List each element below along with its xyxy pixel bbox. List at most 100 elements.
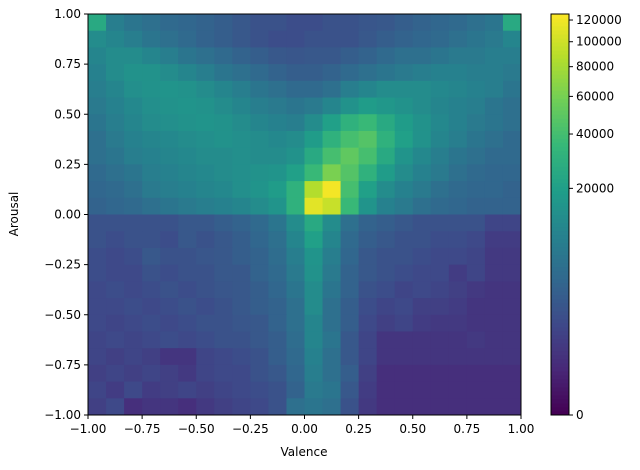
heatmap-cell — [466, 331, 486, 349]
heatmap-cell — [286, 381, 305, 399]
heatmap-cell — [430, 348, 450, 366]
heatmap-cell — [142, 247, 161, 266]
heatmap-cell — [286, 47, 305, 65]
heatmap-cell — [322, 298, 342, 316]
heatmap-cell — [430, 231, 450, 249]
colorbar-segment — [551, 230, 569, 236]
heatmap-cell — [502, 97, 522, 115]
heatmap-cell — [124, 80, 143, 99]
heatmap-cell — [394, 164, 414, 182]
heatmap-cell — [448, 164, 468, 182]
colorbar-segment — [551, 14, 569, 19]
x-tick-label: 0.00 — [291, 422, 318, 436]
heatmap-cell — [124, 398, 143, 416]
heatmap-cell — [448, 281, 468, 299]
heatmap-cell — [250, 80, 269, 99]
heatmap-cell — [304, 64, 324, 82]
heatmap-cell — [466, 164, 486, 182]
heatmap-cell — [250, 64, 269, 82]
heatmap-cell — [394, 364, 414, 383]
heatmap-cell — [304, 281, 324, 299]
heatmap-cell — [160, 114, 179, 132]
heatmap-cell — [106, 381, 125, 399]
heatmap-cell — [304, 231, 324, 249]
colorbar-segment — [551, 306, 569, 312]
heatmap-cell — [268, 80, 287, 99]
heatmap-cell — [142, 298, 161, 316]
heatmap-cell — [160, 181, 179, 199]
heatmap-cell — [304, 114, 324, 132]
heatmap-cell — [250, 247, 269, 266]
heatmap-cell — [160, 231, 179, 249]
heatmap-cell — [88, 197, 107, 215]
heatmap-cell — [358, 80, 378, 99]
heatmap-cell — [358, 181, 378, 199]
heatmap-cell — [232, 231, 251, 249]
heatmap-cell — [394, 331, 414, 349]
heatmap-cell — [304, 364, 324, 383]
heatmap-cell — [232, 247, 251, 266]
heatmap-cell — [376, 147, 396, 165]
heatmap-cell — [106, 30, 125, 48]
heatmap-cell — [178, 47, 197, 65]
heatmap-cell — [484, 364, 504, 383]
heatmap-cell — [430, 381, 450, 399]
heatmap-cell — [106, 181, 125, 199]
heatmap-cell — [196, 264, 215, 282]
heatmap-cell — [106, 314, 125, 332]
heatmap-cell — [412, 364, 432, 383]
heatmap-cell — [250, 130, 269, 149]
heatmap-cell — [376, 264, 396, 282]
heatmap-cell — [286, 231, 305, 249]
heatmap-cell — [268, 130, 287, 149]
heatmap-cell — [358, 97, 378, 115]
heatmap-cell — [178, 348, 197, 366]
heatmap-cell — [142, 114, 161, 132]
heatmap-cell — [286, 348, 305, 366]
colorbar-segment — [551, 194, 569, 199]
heatmap-cell — [304, 130, 324, 149]
heatmap-cell — [502, 381, 522, 399]
heatmap-cell — [322, 97, 342, 115]
heatmap-cell — [484, 80, 504, 99]
colorbar-segment — [551, 130, 569, 135]
heatmap-cell — [250, 164, 269, 182]
heatmap-cell — [304, 164, 324, 182]
heatmap-cell — [214, 181, 233, 199]
heatmap-cell — [160, 247, 179, 266]
heatmap-cell — [448, 398, 468, 416]
heatmap-cell — [106, 364, 125, 383]
heatmap-cell — [448, 47, 468, 65]
heatmap-cell — [142, 364, 161, 383]
heatmap-cell — [268, 247, 287, 266]
heatmap-cell — [304, 398, 324, 416]
heatmap-cell — [466, 30, 486, 48]
heatmap-cell — [430, 214, 450, 232]
heatmap-cell — [358, 14, 378, 32]
heatmap-cell — [268, 197, 287, 215]
heatmap-cell — [214, 348, 233, 366]
heatmap-cell — [124, 147, 143, 165]
heatmap-cell — [484, 314, 504, 332]
heatmap-cell — [232, 331, 251, 349]
heatmap-cell — [124, 264, 143, 282]
heatmap-cell — [322, 47, 342, 65]
heatmap-cell — [286, 14, 305, 32]
colorbar-segment — [551, 206, 569, 211]
heatmap-cell — [178, 364, 197, 383]
heatmap-cell — [322, 381, 342, 399]
colorbar-segment — [551, 342, 569, 348]
heatmap-cell — [412, 398, 432, 416]
heatmap-cell — [214, 147, 233, 165]
heatmap-cell — [106, 147, 125, 165]
heatmap-cell — [502, 264, 522, 282]
heatmap-cell — [142, 281, 161, 299]
heatmap-cell — [88, 14, 107, 32]
heatmap-cell — [412, 381, 432, 399]
heatmap-cell — [88, 30, 107, 48]
heatmap-cell — [412, 281, 432, 299]
heatmap-cell — [358, 364, 378, 383]
heatmap-cell — [376, 47, 396, 65]
heatmap-cell — [322, 214, 342, 232]
colorbar-segment — [551, 354, 569, 360]
